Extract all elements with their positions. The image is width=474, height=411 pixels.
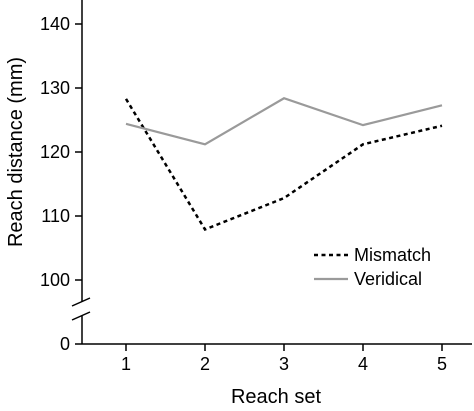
y-tick-label-130: 130 [40, 78, 70, 98]
series-line-mismatch [124, 98, 443, 231]
x-tick-label-2: 2 [200, 354, 210, 374]
axes: 0 [60, 0, 472, 354]
series-line-veridical [125, 97, 443, 146]
y-tick-label-140: 140 [40, 14, 70, 34]
y-ticks: 100 110 120 130 140 [40, 14, 82, 290]
x-tick-label-4: 4 [358, 354, 368, 374]
y-zero-tick-label: 0 [60, 334, 70, 354]
y-tick-label-110: 110 [41, 206, 70, 226]
axis-break-marker [71, 297, 91, 321]
x-tick-label-3: 3 [279, 354, 289, 374]
y-axis-title: Reach distance (mm) [5, 57, 27, 247]
series-layer [124, 97, 443, 231]
y-tick-label-100: 100 [40, 270, 70, 290]
legend-label-mismatch: Mismatch [354, 245, 431, 265]
x-axis-title: Reach set [231, 386, 321, 408]
legend-label-veridical: Veridical [354, 269, 422, 289]
x-tick-label-5: 5 [437, 354, 447, 374]
x-tick-label-1: 1 [121, 354, 131, 374]
x-ticks: 1 2 3 4 5 [121, 344, 447, 374]
legend: Mismatch Veridical [314, 245, 431, 289]
y-tick-label-120: 120 [40, 142, 70, 162]
